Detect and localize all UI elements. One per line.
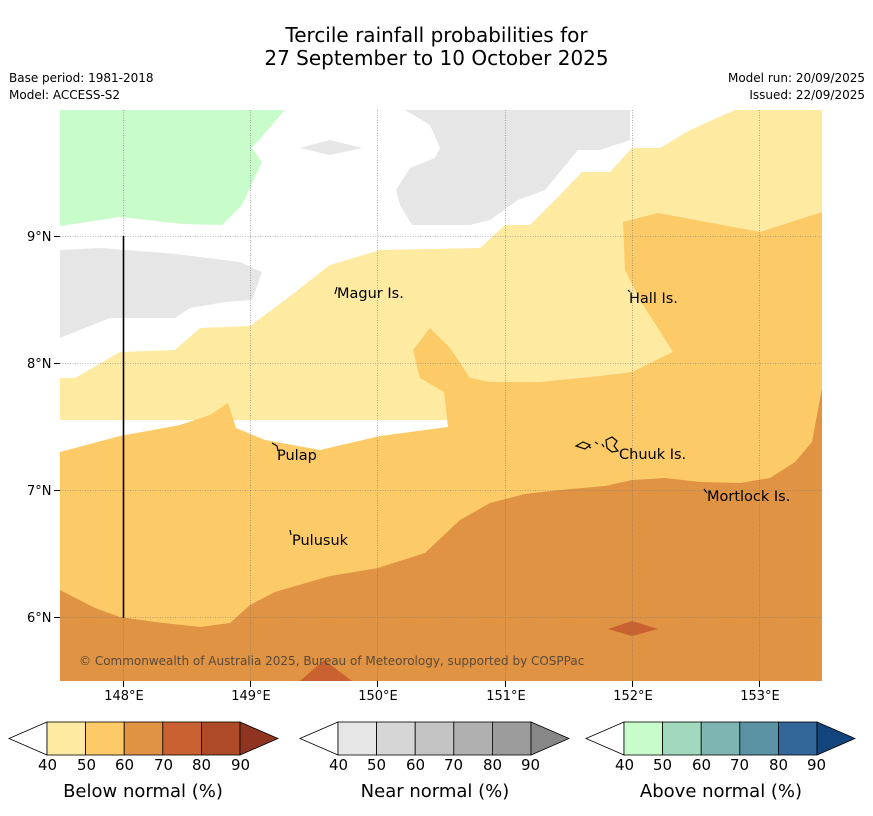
colorbar-near xyxy=(298,721,571,756)
tick-near-70: 70 xyxy=(444,756,464,774)
tick-above-70: 70 xyxy=(730,756,750,774)
label-mortlock: Mortlock Is. xyxy=(707,489,790,505)
colorbar-above-extend-high xyxy=(816,721,857,756)
chuuk-island-shape xyxy=(574,436,620,453)
colorbar-above-label: Above normal (%) xyxy=(639,781,803,802)
magur-island-shape xyxy=(334,286,338,295)
lat-label-6n: 6°N xyxy=(27,611,52,626)
colorbar-near-extend-high xyxy=(530,721,571,756)
colorbar-above-extend-low xyxy=(584,721,625,756)
colorbar-below-label: Below normal (%) xyxy=(63,781,223,802)
label-pulap: Pulap xyxy=(277,448,317,464)
mortlock-island-shape xyxy=(703,488,708,494)
tick-below-40: 40 xyxy=(38,756,58,774)
colorbar-above-box-1 xyxy=(623,721,663,756)
tick-near-60: 60 xyxy=(406,756,426,774)
colorbar-above-box-5 xyxy=(778,721,818,756)
tick-below-80: 80 xyxy=(192,756,212,774)
tick-near-50: 50 xyxy=(367,756,387,774)
tick-below-60: 60 xyxy=(115,756,135,774)
colorbar-below xyxy=(7,721,280,756)
lon-axis: 148°E 149°E 150°E 151°E 152°E 153°E xyxy=(104,681,780,704)
copyright-notice: © Commonwealth of Australia 2025, Bureau… xyxy=(79,654,584,668)
colorbar-near-box-4 xyxy=(453,721,493,756)
tick-above-80: 80 xyxy=(769,756,789,774)
lon-label-152e: 152°E xyxy=(613,689,653,704)
lon-label-153e: 153°E xyxy=(740,689,780,704)
region-above-40-50 xyxy=(60,110,285,226)
label-magur: Magur Is. xyxy=(337,286,404,302)
colorbar-below-extend-low xyxy=(7,721,48,756)
colorbar-below-box-3 xyxy=(123,721,164,756)
tick-near-90: 90 xyxy=(521,756,541,774)
colorbar-near-box-5 xyxy=(491,721,532,756)
tick-near-40: 40 xyxy=(329,756,349,774)
tick-above-90: 90 xyxy=(807,756,827,774)
label-pulusuk: Pulusuk xyxy=(292,533,349,549)
base-period: Base period: 1981-2018 xyxy=(9,71,154,85)
colorbar-near-box-1 xyxy=(337,721,377,756)
tick-below-50: 50 xyxy=(77,756,97,774)
lat-label-7n: 7°N xyxy=(27,484,52,499)
colorbar-above-box-4 xyxy=(739,721,779,756)
model-name: Model: ACCESS-S2 xyxy=(9,88,121,102)
label-hall: Hall Is. xyxy=(629,291,678,307)
region-below-70-80-east xyxy=(608,621,658,636)
map-title-line1: Tercile rainfall probabilities for xyxy=(285,23,588,47)
colorbar-below-box-2 xyxy=(85,721,125,756)
colorbar-below-box-4 xyxy=(162,721,202,756)
tick-above-50: 50 xyxy=(653,756,673,774)
colorbar-below-extend-high xyxy=(239,721,280,756)
region-near-40-50-west xyxy=(60,248,262,338)
island-shapes xyxy=(271,286,708,536)
lat-axis: 9°N 8°N 7°N 6°N xyxy=(27,230,60,626)
meta-left: Base period: 1981-2018 Model: ACCESS-S2 xyxy=(9,70,154,104)
lon-label-149e: 149°E xyxy=(231,689,271,704)
region-below-70-80-south xyxy=(300,660,352,681)
lat-label-8n: 8°N xyxy=(27,357,52,372)
map-area: Magur Is. Hall Is. Pulap Chuuk Is. Mortl… xyxy=(60,110,822,681)
region-near-40-50-north xyxy=(396,110,630,225)
issued-date: Issued: 22/09/2025 xyxy=(749,88,865,102)
colorbar-near-extend-low xyxy=(298,721,339,756)
pulusuk-island-shape xyxy=(289,529,292,536)
colorbar-near-box-3 xyxy=(414,721,455,756)
colorbar-above-box-3 xyxy=(700,721,741,756)
region-near-40-50-islet xyxy=(300,140,362,155)
lat-label-9n: 9°N xyxy=(27,230,52,245)
tick-below-90: 90 xyxy=(231,756,251,774)
colorbar-above xyxy=(584,721,857,756)
tick-above-60: 60 xyxy=(692,756,712,774)
model-run: Model run: 20/09/2025 xyxy=(727,71,865,85)
colorbar-above-box-2 xyxy=(662,721,702,756)
tick-near-80: 80 xyxy=(483,756,503,774)
lon-label-151e: 151°E xyxy=(486,689,526,704)
colorbar-below-box-5 xyxy=(200,721,241,756)
tick-above-40: 40 xyxy=(615,756,635,774)
map-title-line2: 27 September to 10 October 2025 xyxy=(264,46,609,70)
meta-right: Model run: 20/09/2025 Issued: 22/09/2025 xyxy=(728,70,865,104)
colorbar-below-box-1 xyxy=(46,721,86,756)
hall-island-shape xyxy=(627,289,631,293)
tick-below-70: 70 xyxy=(154,756,174,774)
lon-label-148e: 148°E xyxy=(104,689,144,704)
label-chuuk: Chuuk Is. xyxy=(619,447,686,463)
colorbar-near-box-2 xyxy=(376,721,416,756)
colorbar-near-label: Near normal (%) xyxy=(360,781,510,802)
pulap-island-shape xyxy=(271,442,279,452)
lon-label-150e: 150°E xyxy=(358,689,398,704)
